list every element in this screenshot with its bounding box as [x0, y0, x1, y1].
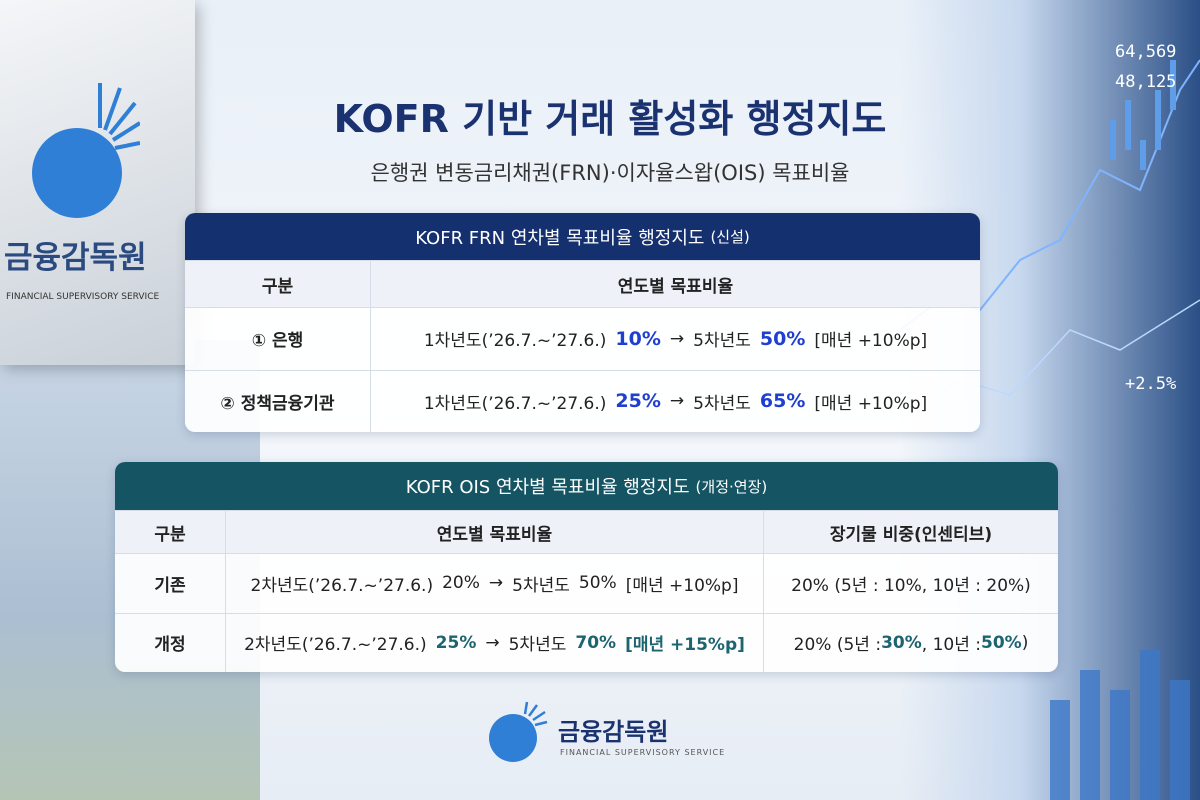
target-part: 65% [759, 390, 806, 413]
logo [32, 83, 140, 218]
ticker-value: +2.5% [1125, 374, 1177, 394]
sign-name: 금융감독원 [4, 240, 147, 276]
target-cell: 1차년도(’26.7.~’27.6.) 25% → 5차년도 65% [매년 +10%p] [370, 370, 980, 432]
target-part: 5차년도 [693, 393, 751, 414]
target-part: → [669, 328, 685, 349]
column-header: 구분 [261, 276, 294, 297]
target-part: 10% [615, 327, 661, 350]
weight-cell: 20% (5년 : 10%, 10년 : 20%) [763, 554, 1058, 613]
target-part: [매년 +10%p] [814, 331, 928, 352]
target-part: 50% [759, 327, 806, 350]
table-note: (신설) [710, 228, 750, 246]
target-part: → [485, 632, 500, 653]
subtitle: 은행권 변동금리채권(FRN)·이자율스왑(OIS) 목표비율 [370, 161, 850, 185]
weight-part: , 10년 : [921, 635, 981, 656]
target-part: 2차년도(’26.7.~’27.6.) [244, 635, 427, 656]
weight-part: 20% (5년 : [793, 635, 882, 656]
footer-name: 금융감독원 [558, 718, 669, 746]
column-header: 장기물 비중(인센티브) [763, 511, 1058, 553]
column-header: 연도별 목표비율 [370, 261, 980, 307]
footer-english: FINANCIAL SUPERVISORY SERVICE [560, 748, 726, 757]
target-cell: 1차년도(’26.7.~’27.6.) 10% → 5차년도 50% [매년 +10%p] [370, 308, 980, 370]
table-row: 기존 2차년도(’26.7.~’27.6.) 20% → 5차년도 50% [매년 +10%… [115, 553, 1058, 613]
weight-cell: 20% (5년 : 30%, 10년 : 50%) [763, 613, 1058, 672]
weight-part: 20% (5년 : 10%, 10년 : 20%) [791, 575, 1031, 596]
target-part: [매년 +10%p] [625, 575, 739, 596]
table-title-bar: KOFR FRN 연차별 목표비율 행정지도 (신설) [185, 213, 980, 260]
target-part: 25% [615, 390, 661, 413]
target-part: 5차년도 [512, 575, 570, 596]
table-title-bar: KOFR OIS 연차별 목표비율 행정지도 (개정·연장) [115, 462, 1058, 510]
row-label: ① 은행 [251, 331, 304, 352]
column-header-row: 구분 연도별 목표비율 [185, 260, 980, 307]
sign-english: FINANCIAL SUPERVISORY SERVICE [6, 292, 160, 302]
table-row: ① 은행 1차년도(’26.7.~’27.6.) 10% → 5차년도 50% [매년 +1… [185, 307, 980, 370]
footer-logo [489, 701, 548, 762]
target-part: 2차년도(’26.7.~’27.6.) [250, 575, 434, 596]
target-part: [매년 +15%p] [625, 635, 745, 656]
table-row: ② 정책금융기관 1차년도(’26.7.~’27.6.) 25% → 5차년도 65% [매… [185, 369, 980, 432]
weight-part: 30% [881, 632, 922, 653]
table-row: 개정 2차년도(’26.7.~’27.6.) 25% → 5차년도 70% [매년 +15%… [115, 612, 1058, 672]
table-title: KOFR OIS 연차별 목표비율 행정지도 [405, 477, 690, 498]
target-part: → [488, 573, 504, 594]
target-part: 25% [435, 632, 477, 653]
target-part: 5차년도 [508, 635, 567, 656]
building-sign: 금융감독원 FINANCIAL SUPERVISORY SERVICE [0, 0, 195, 365]
ticker-value: 48,125 [1115, 72, 1177, 92]
row-label: 기존 [154, 575, 186, 596]
target-part: [매년 +10%p] [814, 393, 928, 414]
frn-table: KOFR FRN 연차별 목표비율 행정지도 (신설) 구분 연도별 목표비율 ① 은행… [185, 213, 980, 432]
weight-part: ) [1021, 632, 1029, 653]
target-part: 1차년도(’26.7.~’27.6.) [423, 393, 607, 414]
column-header-row: 구분 연도별 목표비율 장기물 비중(인센티브) [115, 510, 1058, 553]
ois-table: KOFR OIS 연차별 목표비율 행정지도 (개정·연장) 구분 연도별 목표비율 장… [115, 462, 1058, 672]
table-note: (개정·연장) [695, 477, 768, 496]
target-cell: 2차년도(’26.7.~’27.6.) 20% → 5차년도 50% [매년 +10%p] [225, 554, 763, 613]
ticker-value: 64,569 [1115, 42, 1177, 62]
weight-part: 50% [981, 632, 1022, 653]
row-label: ② 정책금융기관 [220, 393, 335, 414]
target-cell: 2차년도(’26.7.~’27.6.) 25% → 5차년도 70% [매년 +15%p] [225, 613, 763, 672]
target-part: 5차년도 [693, 331, 751, 352]
row-label: 개정 [154, 635, 186, 656]
target-part: 50% [578, 573, 617, 594]
table-title: KOFR FRN 연차별 목표비율 행정지도 [415, 227, 705, 249]
decor-lines [900, 59, 1200, 800]
column-header: 연도별 목표비율 [225, 511, 763, 553]
column-header: 구분 [154, 524, 186, 545]
target-part: 20% [442, 573, 480, 594]
target-part: → [669, 391, 685, 412]
title: KOFR 기반 거래 활성화 행정지도 [333, 97, 887, 141]
target-part: 70% [575, 632, 617, 653]
target-part: 1차년도(’26.7.~’27.6.) [423, 331, 607, 352]
